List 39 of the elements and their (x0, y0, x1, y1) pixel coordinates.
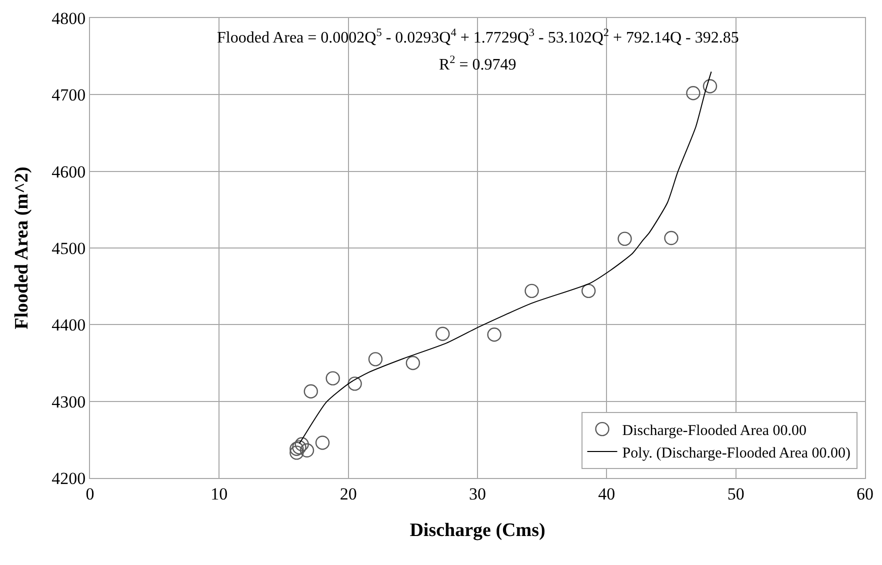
y-tick-label: 4700 (52, 86, 86, 105)
x-tick-label: 10 (210, 484, 228, 504)
x-tick-label: 30 (469, 484, 486, 504)
point (664, 230, 678, 246)
y-tick-label: 4400 (52, 316, 86, 335)
point (686, 86, 700, 100)
y-tick-label: 4300 (52, 392, 86, 412)
x-tick-label: 40 (598, 484, 616, 504)
annotation: R$^{2}$ = 0.9749 (439, 54, 516, 74)
legend-label: Discharge-Flooded Area 00.00 (622, 422, 807, 439)
y-axis-title: Flooded Area (m^2) (11, 166, 32, 330)
y-tick-label: 4200 (52, 468, 86, 488)
point (304, 384, 318, 398)
point (487, 328, 502, 342)
point (290, 442, 304, 456)
point (581, 284, 596, 298)
x-tick-label: 60 (856, 484, 874, 504)
x-axis-title: Discharge (Cms) (410, 520, 546, 542)
point (524, 284, 539, 298)
legend-label: Poly. (Discharge-Flooded Area 00.00) (622, 445, 851, 462)
point (702, 79, 718, 94)
point (300, 443, 314, 458)
point (368, 352, 383, 366)
point (348, 376, 362, 391)
x-tick-label: 50 (727, 484, 744, 504)
y-tick-label: 4600 (52, 162, 86, 182)
x-tick-label: 20 (340, 484, 357, 504)
y-tick-label: 4500 (52, 238, 86, 258)
point (406, 356, 420, 370)
point (294, 437, 309, 452)
y-tick-label: 4800 (52, 8, 86, 28)
point (292, 440, 306, 454)
text: Flooded Area = 0.0002Q$^{5}$ - 0.0293Q$^{4}$ + 1.7729Q$^{3}$ - 53.102Q$^{2}$ + 792.14Q - 392.85 (217, 27, 739, 47)
point (315, 436, 330, 450)
point (326, 371, 340, 386)
point (290, 446, 304, 460)
point (618, 232, 632, 246)
point (436, 326, 450, 341)
x-tick-label: 0 (86, 484, 94, 504)
